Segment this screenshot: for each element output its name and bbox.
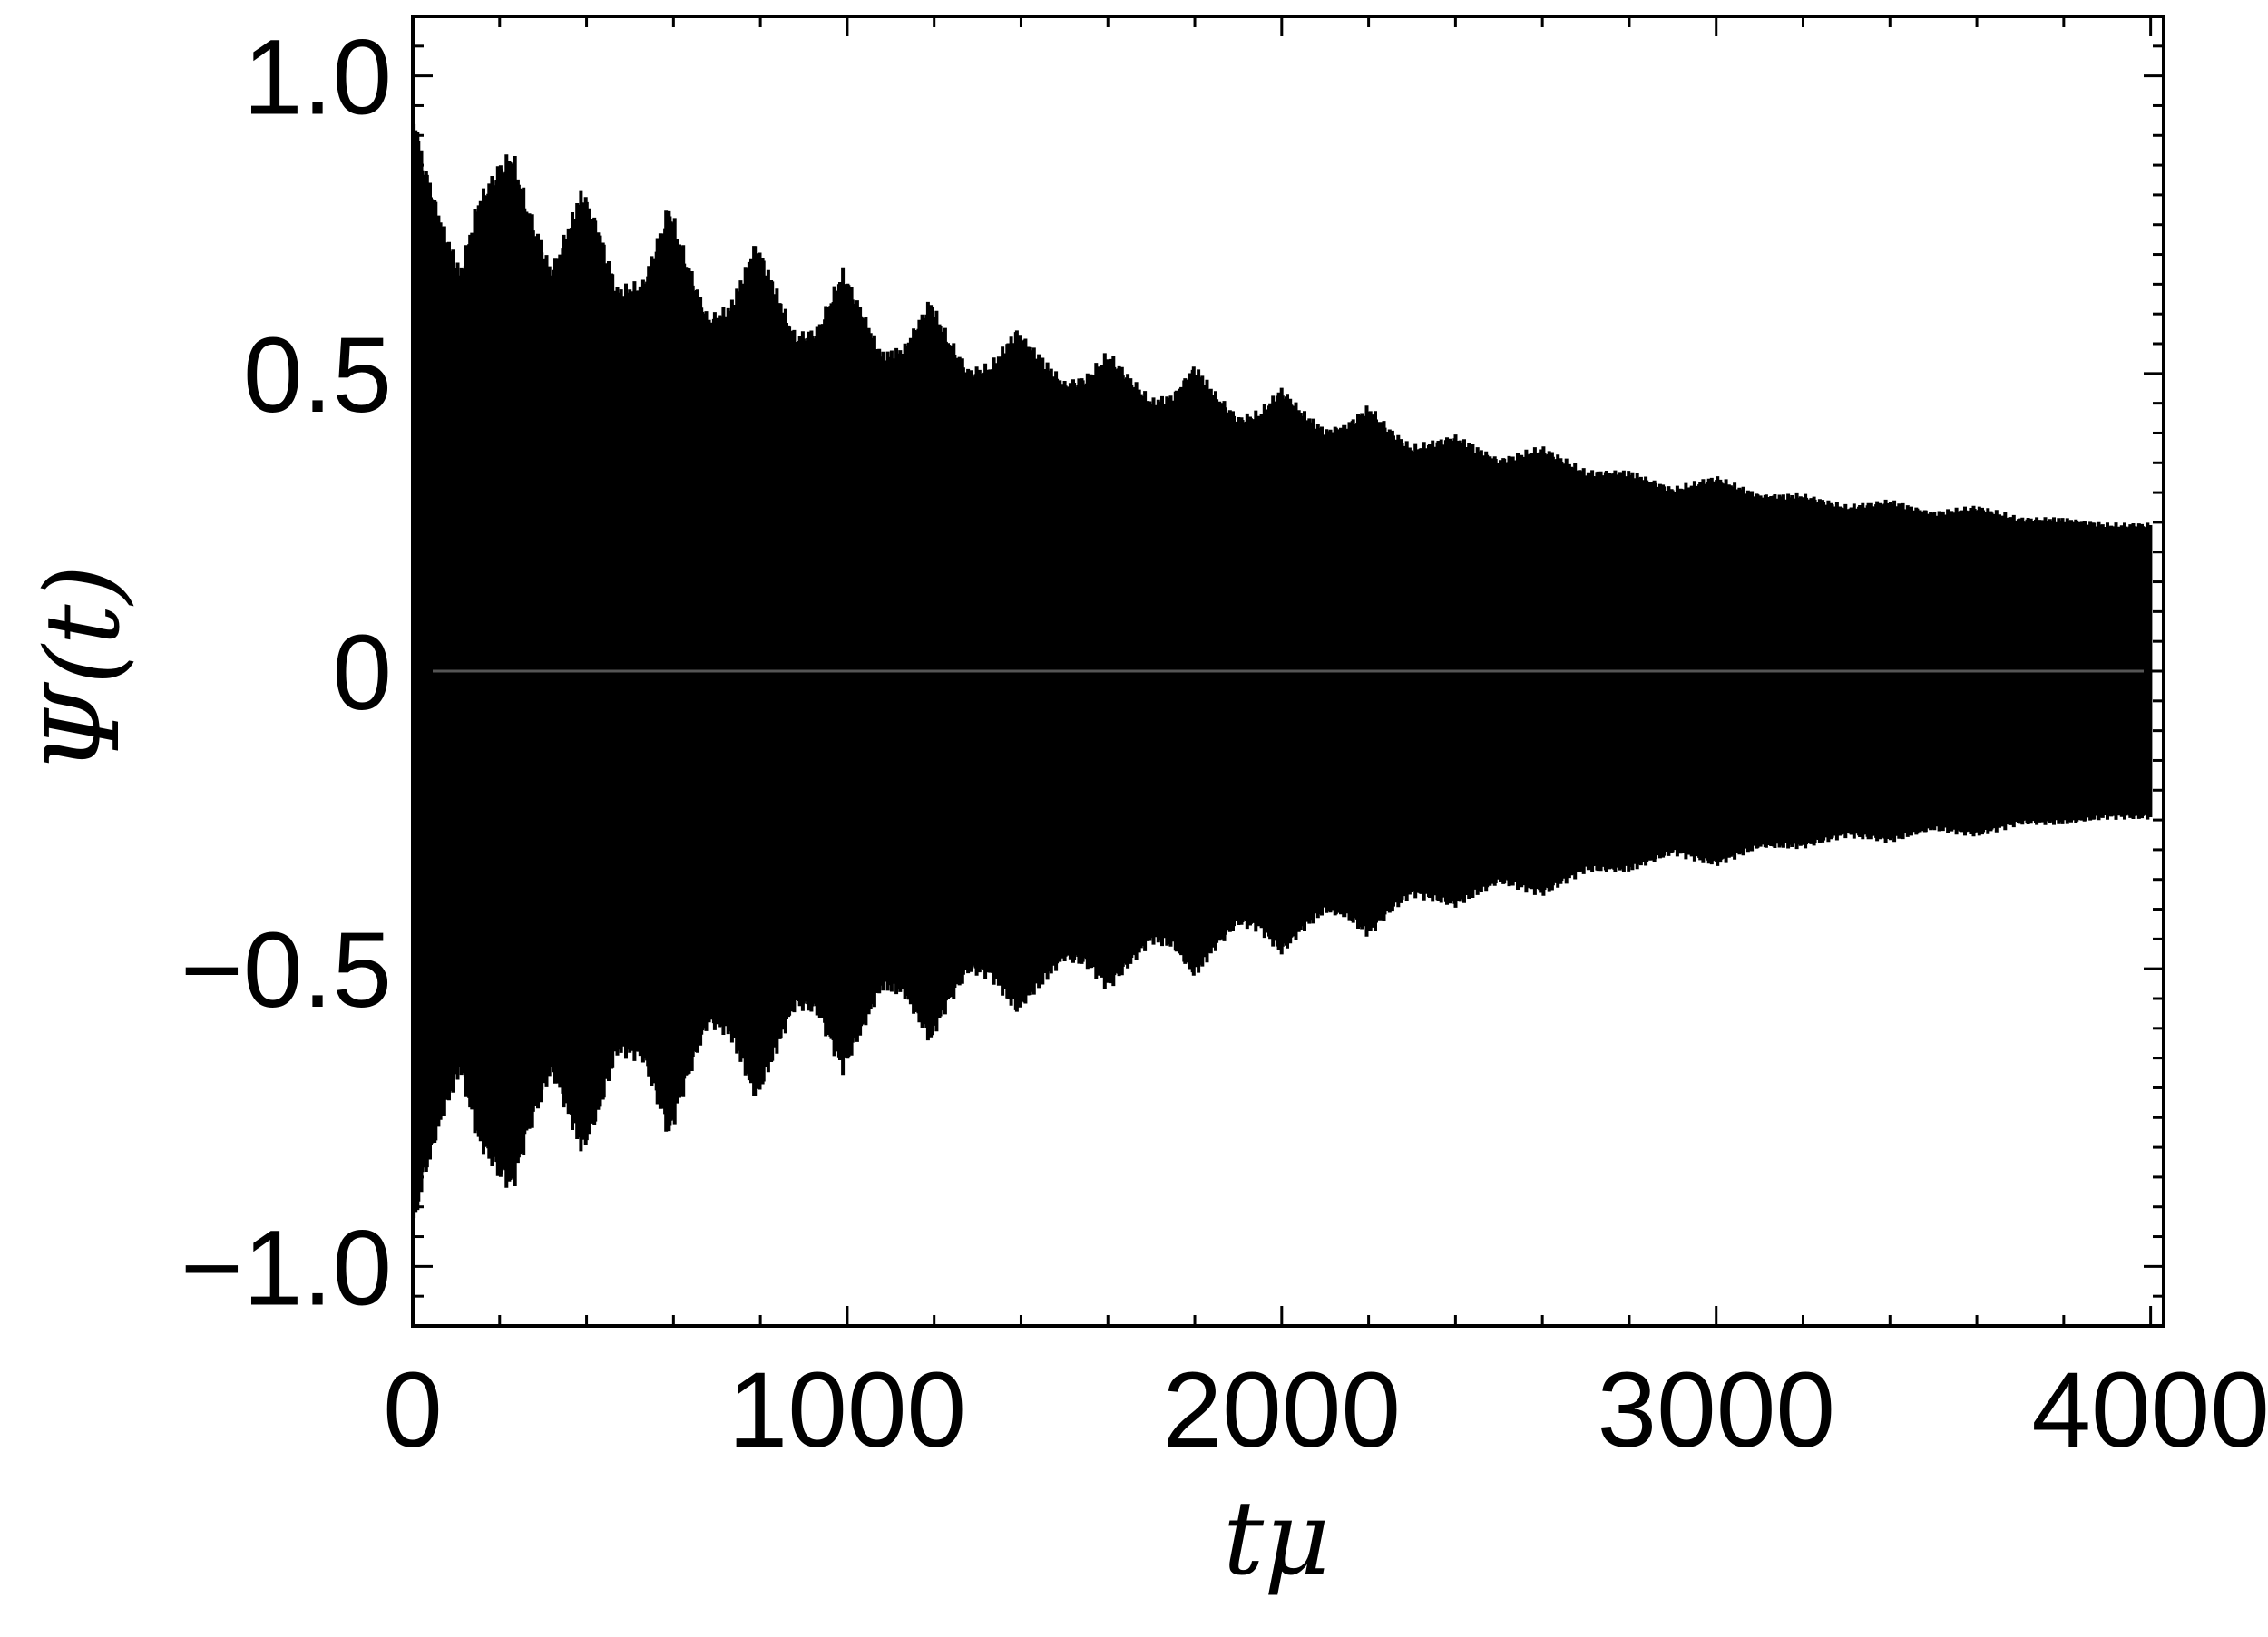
y-tick-label: 0.5 <box>243 316 392 435</box>
x-tick-label: 0 <box>383 1350 443 1470</box>
x-tick-label: 1000 <box>728 1350 967 1470</box>
y-axis-ticks: −1.0 −0.5 0 0.5 1.0 <box>181 15 2164 1328</box>
y-tick-label: 1.0 <box>243 18 392 138</box>
x-tick-label: 4000 <box>2031 1350 2268 1470</box>
x-tick-label: 3000 <box>1597 1350 1835 1470</box>
x-axis-ticks: 0 1000 2000 3000 4000 <box>383 16 2268 1470</box>
x-tick-label: 2000 <box>1163 1350 1402 1470</box>
y-tick-label: −0.5 <box>181 911 392 1030</box>
y-axis-label: Ψ(t) <box>24 565 142 775</box>
y-tick-label: −1.0 <box>181 1208 392 1328</box>
x-axis-label: tμ <box>1223 1480 1330 1598</box>
y-tick-label: 0 <box>332 613 392 733</box>
